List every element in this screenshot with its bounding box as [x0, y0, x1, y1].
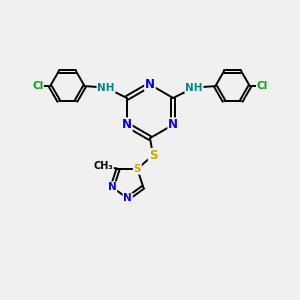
Text: Cl: Cl [32, 81, 43, 91]
Text: N: N [123, 194, 132, 203]
Text: N: N [145, 78, 155, 91]
Text: S: S [149, 149, 157, 162]
Text: CH₃: CH₃ [93, 161, 113, 171]
Text: N: N [122, 118, 132, 131]
Text: NH: NH [185, 82, 203, 93]
Text: N: N [108, 182, 116, 192]
Text: S: S [134, 164, 141, 174]
Text: Cl: Cl [257, 81, 268, 91]
Text: N: N [168, 118, 178, 131]
Text: NH: NH [97, 82, 115, 93]
